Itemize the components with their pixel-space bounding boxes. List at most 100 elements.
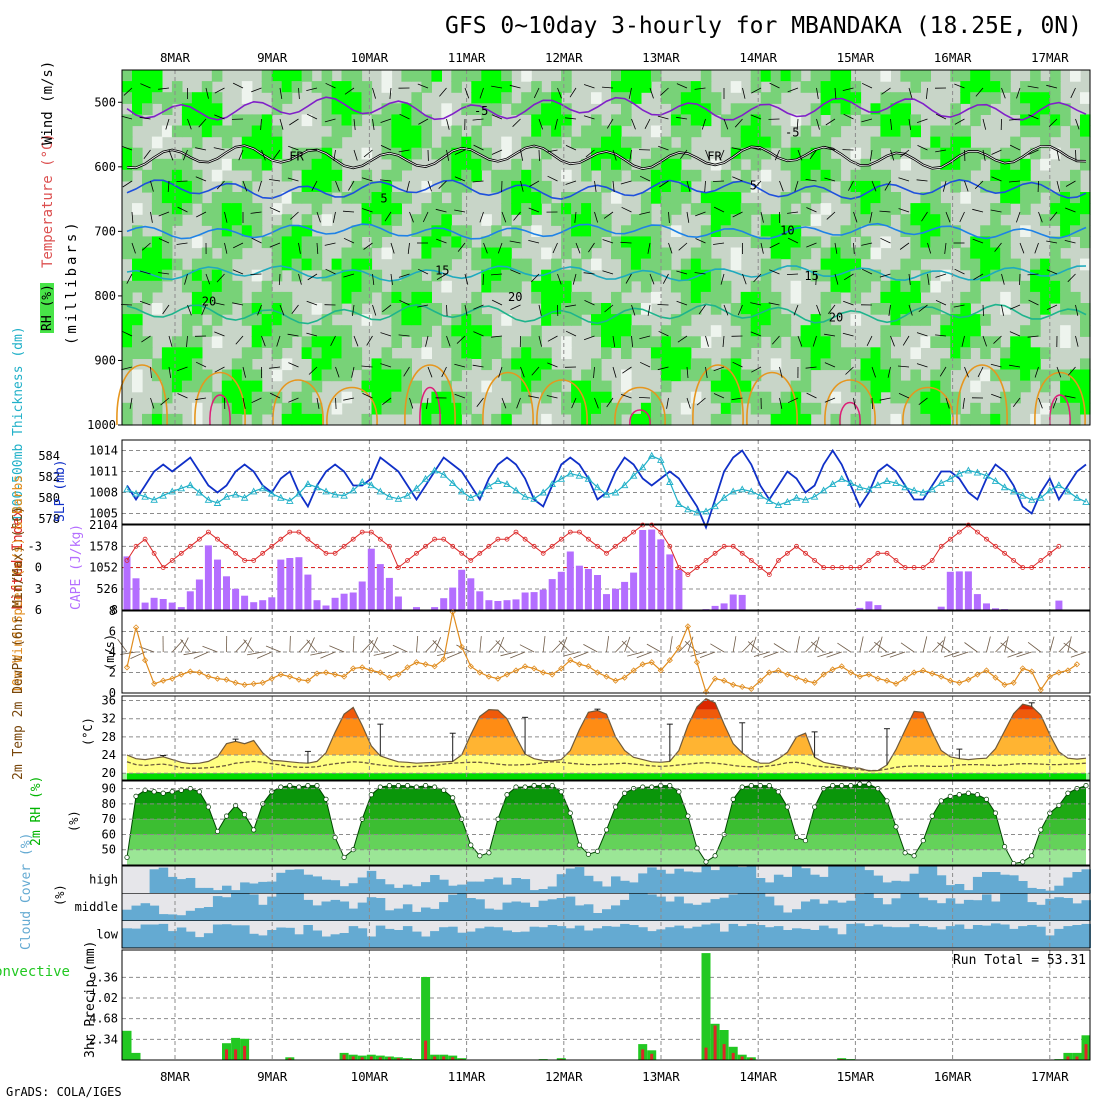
rh-cell	[680, 369, 692, 382]
isotherm-line	[126, 178, 1087, 200]
rh-cell	[1030, 325, 1041, 337]
rh-cell	[700, 336, 712, 348]
rh-cell	[740, 303, 752, 315]
wind10-barb	[497, 636, 505, 653]
rh-cell	[840, 92, 852, 104]
rh-cell	[281, 303, 293, 315]
rh-cell	[850, 180, 862, 193]
rh-cell	[830, 358, 842, 371]
rh-cell	[541, 92, 552, 104]
rh-cell	[541, 358, 552, 371]
rh-cell	[521, 347, 532, 359]
wind10-point	[214, 675, 221, 682]
rh-cell	[990, 81, 1001, 93]
thickness-point	[231, 490, 240, 498]
rh-cell	[1050, 369, 1061, 382]
rh-cell	[271, 369, 283, 382]
rh-cell	[1050, 203, 1061, 215]
rh-cell	[171, 347, 183, 359]
thickness-point	[575, 471, 584, 479]
isotherm-line	[126, 222, 1087, 240]
li-point	[857, 565, 863, 570]
rh-cell	[441, 180, 452, 193]
li-point	[196, 536, 202, 542]
rh-cell	[211, 125, 223, 138]
rh-cell	[211, 314, 223, 326]
rh-cell	[1020, 369, 1031, 382]
rh-cell	[700, 269, 712, 282]
rh-cell	[561, 247, 572, 260]
wind-barb	[510, 304, 521, 310]
date-label-bottom: 8MAR	[160, 1069, 191, 1084]
li-point	[920, 565, 926, 570]
wind10-barb	[880, 651, 897, 658]
wind10-point	[304, 677, 312, 684]
rh-cell	[521, 336, 532, 348]
wind10-point	[829, 666, 836, 673]
rh-cell	[690, 103, 702, 115]
thickness-point	[566, 469, 575, 477]
rh-cell	[770, 225, 782, 237]
rh-cell	[870, 180, 882, 193]
wind10-point	[512, 667, 520, 674]
cloud-cell	[719, 866, 730, 894]
rh-cell	[770, 325, 782, 337]
rh-cell	[271, 269, 283, 282]
wind-barb	[639, 211, 651, 215]
rh-cell	[591, 402, 602, 415]
rh-cell	[640, 81, 652, 93]
rh2m-point	[1065, 790, 1071, 796]
wind10-point	[820, 671, 827, 678]
rh-cell	[361, 291, 373, 304]
wind10-point	[250, 680, 257, 687]
thickness-tick: 580	[38, 491, 60, 505]
rh-cell	[122, 125, 133, 138]
rh-cell	[621, 147, 632, 160]
rh-cell	[1070, 180, 1081, 193]
rh-cell	[760, 258, 772, 271]
rh-cell	[820, 103, 832, 115]
rh-cell	[990, 70, 1001, 82]
rh-cell	[151, 402, 163, 415]
wind-barb	[361, 177, 373, 182]
cloud-cell	[963, 890, 974, 894]
rh-cell	[611, 158, 622, 171]
wind-barb	[121, 330, 133, 337]
li-point	[1020, 565, 1026, 570]
li-point	[658, 529, 664, 535]
rh-cell	[221, 158, 233, 171]
wind-barb	[1056, 149, 1060, 161]
rh-cell	[301, 169, 313, 182]
rh-cell	[650, 180, 662, 193]
rh2m-point	[1038, 827, 1044, 833]
rh-cell	[211, 169, 223, 182]
rh-cell	[441, 402, 452, 415]
wind10-barb	[265, 645, 281, 653]
cloud-cell	[683, 903, 693, 921]
rh-cell	[920, 280, 931, 293]
rh-cell	[511, 391, 522, 404]
cape-bar	[603, 594, 610, 610]
wind10-barb	[753, 651, 770, 657]
rh-cell	[800, 402, 812, 415]
rh-cell	[401, 314, 412, 326]
wind-barb	[900, 149, 910, 158]
wind-barb	[126, 273, 133, 284]
wind-barb	[750, 114, 762, 120]
li-point	[1047, 550, 1053, 556]
rh-cell	[401, 369, 412, 382]
rh-cell	[970, 103, 981, 115]
thickness-point	[1073, 493, 1081, 501]
wind-barb	[1001, 273, 1005, 285]
rh-cell	[730, 203, 742, 215]
rh-cell	[291, 258, 303, 271]
wind-barb	[269, 207, 281, 213]
rh-cell	[551, 303, 562, 315]
slp-tick: 1005	[89, 507, 118, 521]
rh2m-point	[368, 792, 374, 798]
rh-cell	[581, 391, 592, 404]
rh-cell	[331, 92, 343, 104]
warm-contour	[956, 364, 1008, 426]
wind-barb	[676, 83, 688, 89]
rh-cell	[191, 92, 203, 104]
